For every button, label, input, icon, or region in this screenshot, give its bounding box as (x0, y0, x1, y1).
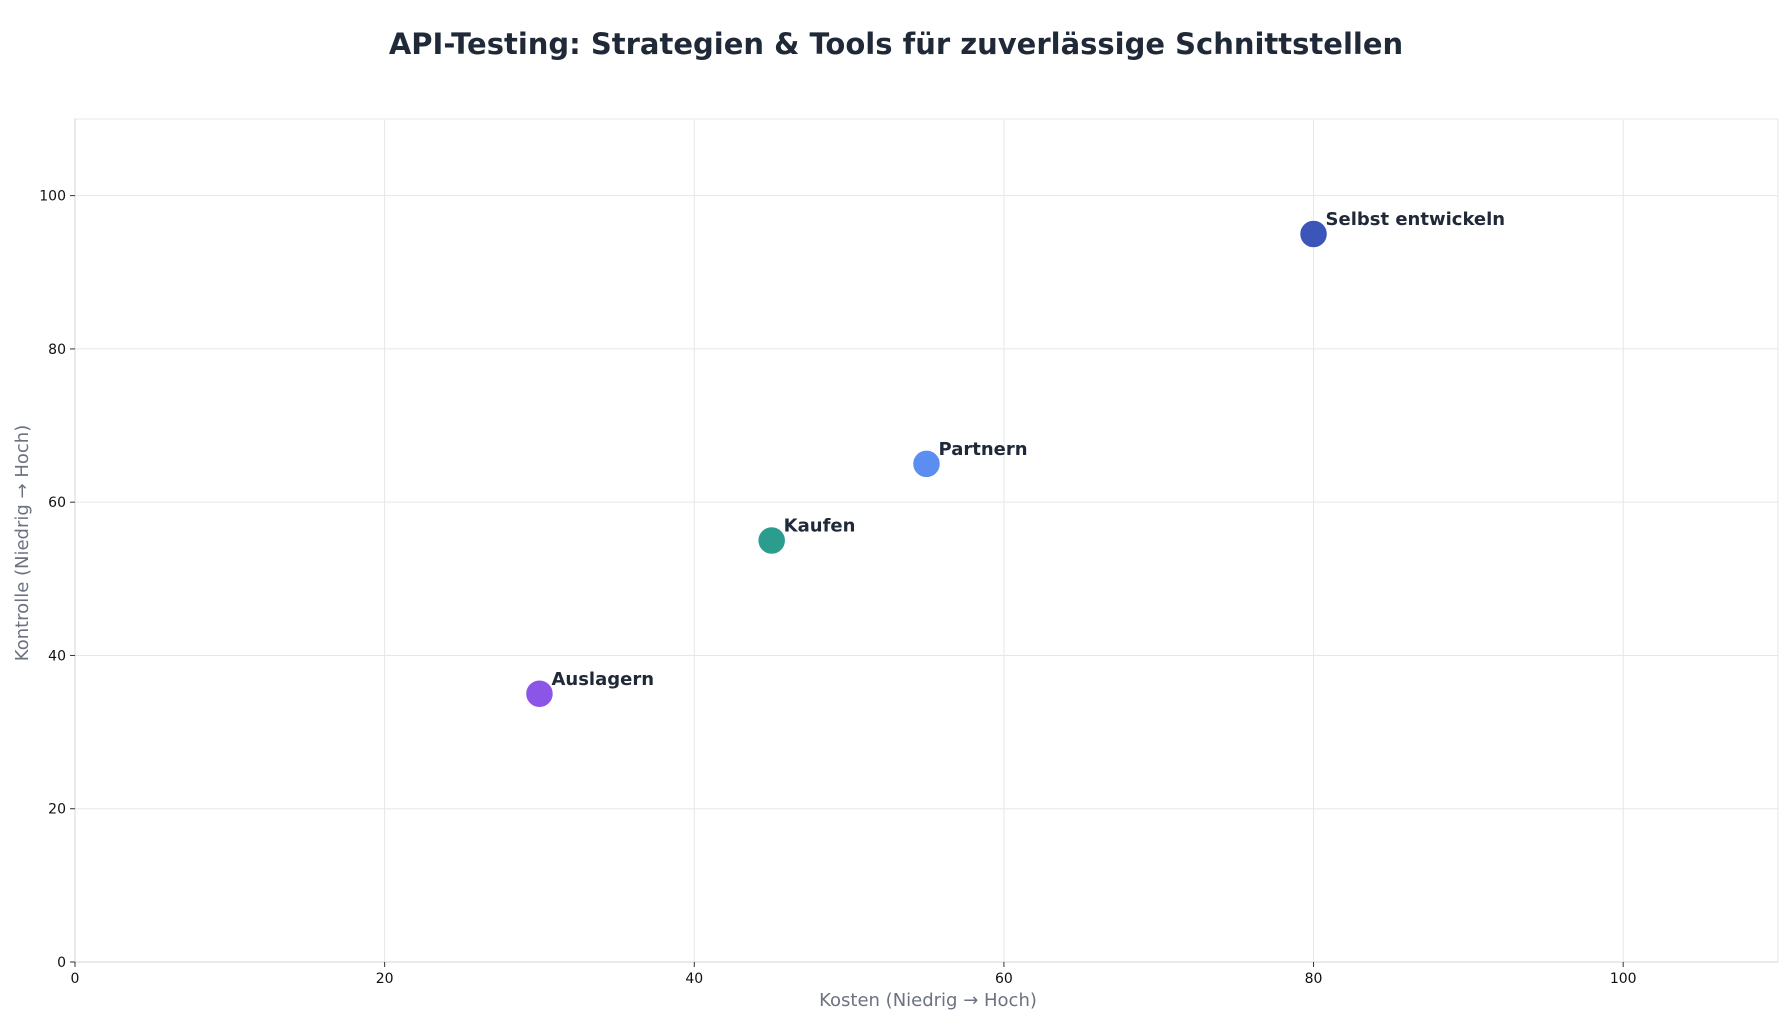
data-point (524, 679, 555, 709)
x-axis-label: Kosten (Niedrig → Hoch) (819, 990, 1037, 1011)
data-label: Partnern (939, 439, 1028, 460)
y-tick-label: 100 (39, 189, 66, 205)
data-labels: Auslagern Kaufen Partnern Selbst entwickeln (551, 209, 1505, 690)
data-point (756, 525, 787, 556)
data-point (1298, 219, 1329, 249)
y-tick-label: 80 (48, 342, 66, 358)
x-tick-label: 20 (376, 971, 394, 987)
x-tick-label: 80 (1305, 971, 1323, 987)
data-label: Kaufen (784, 516, 856, 537)
plot-frame (74, 118, 1779, 963)
chart-title: API-Testing: Strategien & Tools für zuve… (388, 27, 1404, 61)
x-tick-label: 0 (71, 971, 80, 987)
data-label: Selbst entwickeln (1326, 209, 1506, 230)
y-tick-labels: 0 20 40 60 80 100 (39, 189, 66, 971)
axes (70, 118, 1779, 967)
grid-lines (74, 119, 1778, 963)
y-axis-label: Kontrolle (Niedrig → Hoch) (12, 425, 33, 661)
y-tick-label: 0 (57, 955, 66, 971)
x-tick-label: 40 (685, 971, 703, 987)
x-tick-label: 100 (1610, 971, 1637, 987)
data-label: Auslagern (551, 669, 654, 690)
x-tick-label: 60 (995, 971, 1013, 987)
y-tick-label: 40 (48, 648, 66, 664)
y-tick-label: 20 (48, 802, 66, 818)
x-tick-labels: 0 20 40 60 80 100 (71, 971, 1637, 987)
data-point (911, 449, 942, 479)
y-tick-label: 60 (48, 495, 66, 511)
data-points (524, 219, 1329, 709)
